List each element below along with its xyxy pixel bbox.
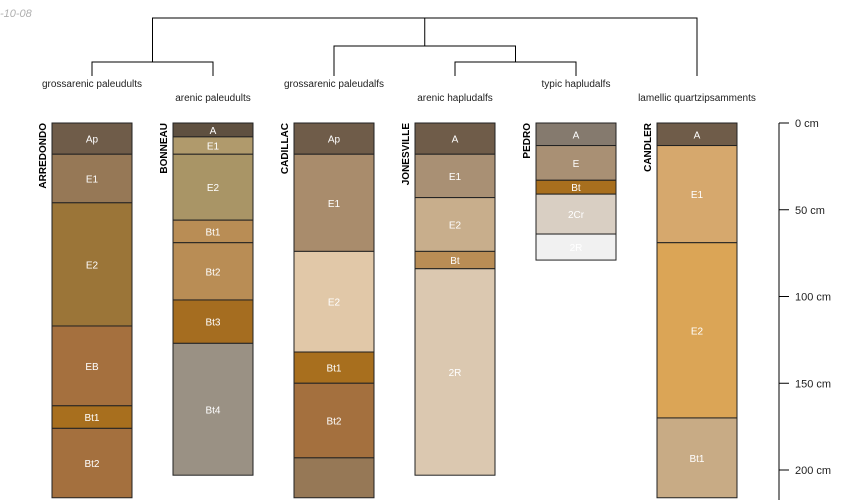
dendro-branch-g2	[333, 45, 516, 76]
horizon-candler-1	[656, 145, 738, 244]
horizon-label: EB	[85, 362, 99, 373]
horizon-label: E2	[691, 326, 704, 337]
horizon-label: E	[573, 159, 580, 170]
horizon-label: E2	[449, 220, 462, 231]
horizon-jonesville-1	[414, 153, 496, 199]
horizon-pedro-1	[535, 145, 617, 181]
horizon-label: E2	[86, 260, 99, 271]
horizon-label: A	[573, 130, 580, 141]
profile-name: JONESVILLE	[401, 123, 412, 186]
taxonomy-label: arenic hapludalfs	[417, 93, 493, 104]
horizon-jonesville-2	[414, 197, 496, 252]
horizon-cadillac-5	[293, 457, 375, 499]
horizon-label: Bt2	[84, 459, 99, 470]
taxonomy-label: grossarenic paleudalfs	[284, 79, 384, 90]
horizon-arredondo-0	[51, 122, 133, 155]
profile-name: CADILLAC	[280, 123, 291, 174]
depth-tick-label: 200 cm	[795, 465, 831, 477]
taxonomy-label: grossarenic paleudults	[42, 79, 142, 90]
depth-tick-label: 150 cm	[795, 378, 831, 390]
horizon-label: Bt3	[205, 318, 220, 329]
profile-jonesville: A E1 E2 Bt 2R JONESVILLE	[401, 122, 496, 476]
horizon-label: E1	[691, 190, 704, 201]
horizon-label: E1	[207, 142, 220, 153]
horizon-label: E1	[328, 199, 341, 210]
horizon-cadillac-0	[293, 122, 375, 155]
horizon-label: A	[452, 135, 459, 146]
horizon-label: Ap	[86, 135, 99, 146]
profile-name: CANDLER	[643, 122, 654, 172]
profile-arredondo: Ap E1 E2 EB Bt1 Bt2 ARREDONDO	[38, 122, 133, 499]
horizon-label: E1	[86, 175, 99, 186]
horizon-arredondo-1	[51, 153, 133, 204]
profile-pedro: A E Bt 2Cr 2R PEDRO	[522, 122, 617, 261]
taxonomy-label: arenic paleudults	[175, 93, 251, 104]
horizon-label: A	[694, 130, 701, 141]
horizon-pedro-4	[535, 233, 617, 261]
horizon-label: Bt	[450, 256, 460, 267]
taxonomy-label: lamellic quartzipsamments	[638, 93, 756, 104]
horizon-label: Ap	[328, 135, 341, 146]
depth-axis: 0 cm 50 cm 100 cm 150 cm 200 cm	[778, 118, 831, 500]
horizon-cadillac-3	[293, 351, 375, 384]
horizon-candler-3	[656, 417, 738, 499]
horizon-label: 2R	[570, 243, 583, 254]
horizon-label: Bt2	[205, 267, 220, 278]
horizon-label: Bt	[571, 183, 581, 194]
horizon-arredondo-5	[51, 427, 133, 499]
horizon-arredondo-3	[51, 325, 133, 407]
depth-tick-label: 0 cm	[795, 118, 819, 130]
horizon-cadillac-4	[293, 382, 375, 459]
horizon-bonneau-2	[172, 153, 254, 221]
horizon-label: Bt1	[84, 413, 99, 424]
dendrogram	[91, 17, 698, 76]
profile-candler: A E1 E2 Bt1 CANDLER	[643, 122, 738, 499]
horizon-cadillac-1	[293, 153, 375, 252]
horizon-cadillac-2	[293, 250, 375, 353]
horizon-label: Bt1	[689, 454, 704, 465]
horizon-label: E2	[207, 183, 220, 194]
horizon-label: Bt4	[205, 405, 220, 416]
horizon-label: A	[210, 126, 217, 137]
horizon-candler-2	[656, 242, 738, 419]
profile-bonneau: A E1 E2 Bt1 Bt2 Bt3 Bt4 BONNEAU	[159, 122, 254, 476]
horizon-label: Bt1	[326, 364, 341, 375]
taxonomy-label: typic hapludalfs	[542, 79, 611, 90]
taxonomy-labels: grossarenic paleudults arenic paleudults g…	[42, 79, 756, 104]
horizon-jonesville-0	[414, 122, 496, 155]
horizon-jonesville-4	[414, 268, 496, 476]
horizon-arredondo-2	[51, 202, 133, 327]
profile-cadillac: Ap E1 E2 Bt1 Bt2 CADILLAC	[280, 122, 375, 499]
depth-tick-label: 50 cm	[795, 205, 825, 217]
horizon-label: E1	[449, 172, 462, 183]
horizon-label: Bt2	[326, 417, 341, 428]
depth-tick-label: 100 cm	[795, 292, 831, 304]
profile-name: ARREDONDO	[38, 123, 49, 189]
dendro-branch-g1	[91, 61, 214, 76]
horizon-pedro-3	[535, 193, 617, 235]
dendro-branch-g3	[454, 61, 577, 76]
horizon-label: 2R	[449, 368, 462, 379]
profile-name: BONNEAU	[159, 123, 170, 174]
profile-name: PEDRO	[522, 123, 533, 159]
soil-profiles: Ap E1 E2 EB Bt1 Bt2 ARREDONDO A E1 E2 Bt1 Bt2 Bt3 Bt4…	[38, 122, 738, 499]
horizon-label: Bt1	[205, 227, 220, 238]
horizon-bonneau-5	[172, 299, 254, 344]
date-label: -10-08	[0, 8, 32, 20]
horizon-bonneau-6	[172, 342, 254, 476]
horizon-label: 2Cr	[568, 210, 585, 221]
horizon-label: E2	[328, 298, 341, 309]
